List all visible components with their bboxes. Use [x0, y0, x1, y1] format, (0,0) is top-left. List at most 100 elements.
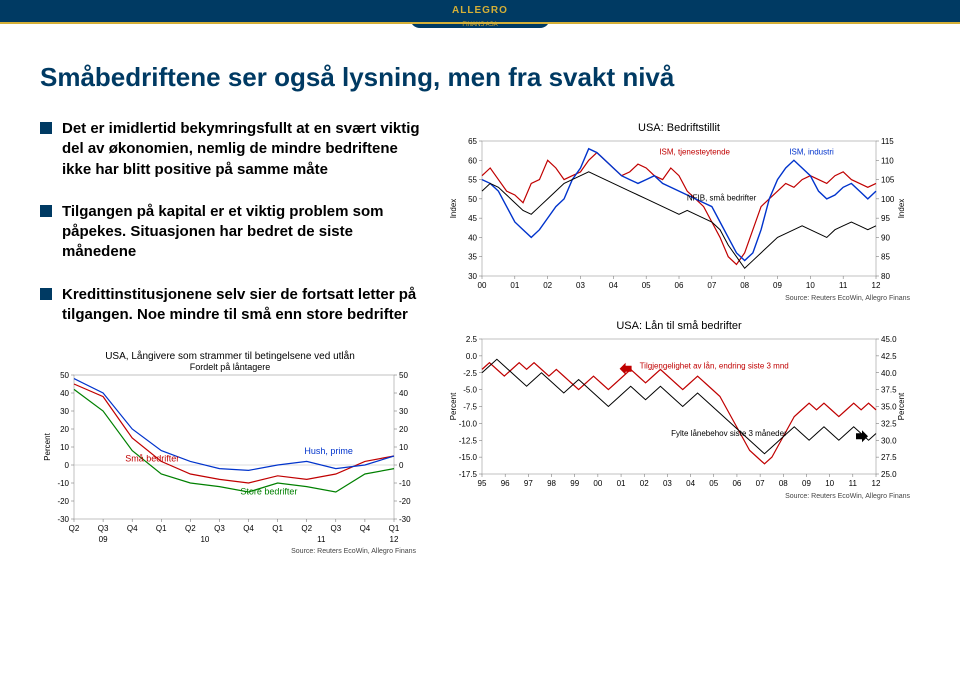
svg-text:50: 50 [468, 195, 477, 204]
svg-text:115: 115 [881, 137, 894, 146]
topbar: ALLEGRO FINANS ASA [0, 0, 960, 22]
svg-text:10: 10 [200, 535, 209, 544]
svg-text:45.0: 45.0 [881, 335, 897, 344]
svg-text:Tilgjengelighet av lån, endrin: Tilgjengelighet av lån, endring siste 3 … [640, 362, 789, 371]
svg-text:20: 20 [60, 425, 69, 434]
svg-text:Q4: Q4 [360, 524, 371, 533]
chart-b: USA: Lån til små bedrifter-17.5-15.0-12.… [444, 317, 914, 502]
svg-text:110: 110 [881, 156, 894, 165]
content-area: Småbedriftene ser også lysning, men fra … [0, 56, 960, 679]
svg-text:01: 01 [510, 281, 519, 290]
svg-text:85: 85 [881, 253, 890, 262]
svg-text:00: 00 [593, 479, 602, 488]
bullet-item: Det er imidlertid bekymringsfullt at en … [40, 119, 420, 180]
svg-text:12: 12 [872, 479, 881, 488]
svg-text:Percent: Percent [43, 432, 52, 460]
svg-text:-10.0: -10.0 [459, 419, 478, 428]
svg-text:25.0: 25.0 [881, 470, 897, 479]
bullet-item: Tilgangen på kapital er et viktig proble… [40, 202, 420, 263]
bullet-box-icon [40, 288, 52, 300]
logo-text: ALLEGRO [452, 5, 508, 16]
svg-text:-7.5: -7.5 [463, 403, 477, 412]
svg-text:2.5: 2.5 [466, 335, 478, 344]
svg-text:65: 65 [468, 137, 477, 146]
svg-text:-15.0: -15.0 [459, 453, 478, 462]
svg-text:50: 50 [60, 371, 69, 380]
slide: ALLEGRO FINANS ASA Småbedriftene ser ogs… [0, 0, 960, 679]
bullet-item: Kredittinstitusjonene selv sier de forts… [40, 285, 420, 326]
svg-text:Q3: Q3 [330, 524, 341, 533]
svg-text:30: 30 [399, 407, 408, 416]
right-column: USA: Bedriftstillit303540455055606580859… [444, 119, 920, 562]
svg-text:ISM, tjenesteytende: ISM, tjenesteytende [659, 148, 730, 157]
svg-text:USA, Långivere som strammer ti: USA, Långivere som strammer til betingel… [105, 350, 355, 362]
bullet-text: Det er imidlertid bekymringsfullt at en … [62, 120, 420, 178]
svg-text:Store bedrifter: Store bedrifter [240, 487, 297, 497]
svg-text:40: 40 [399, 389, 408, 398]
svg-text:Q1: Q1 [156, 524, 167, 533]
svg-text:07: 07 [707, 281, 716, 290]
svg-text:12: 12 [872, 281, 881, 290]
svg-text:42.5: 42.5 [881, 352, 897, 361]
svg-text:Q2: Q2 [185, 524, 196, 533]
svg-text:Hush, prime: Hush, prime [304, 446, 353, 456]
svg-text:0: 0 [65, 461, 70, 470]
svg-text:Q2: Q2 [301, 524, 312, 533]
page-title: Småbedriftene ser også lysning, men fra … [40, 62, 920, 93]
svg-text:-10: -10 [57, 479, 69, 488]
chart-a-wrap: USA: Bedriftstillit303540455055606580859… [444, 119, 920, 309]
svg-text:105: 105 [881, 176, 895, 185]
svg-text:10: 10 [806, 281, 815, 290]
svg-text:Percent: Percent [897, 392, 906, 420]
svg-text:ISM, industri: ISM, industri [789, 148, 834, 157]
svg-text:NFIB, små bedrifter: NFIB, små bedrifter [687, 193, 757, 202]
svg-text:02: 02 [640, 479, 649, 488]
svg-text:12: 12 [390, 535, 399, 544]
chart-b-wrap: USA: Lån til små bedrifter-17.5-15.0-12.… [444, 317, 920, 507]
svg-text:10: 10 [825, 479, 834, 488]
svg-text:01: 01 [617, 479, 626, 488]
chart-c-wrap: USA, Långivere som strammer til betingel… [40, 347, 420, 562]
svg-text:07: 07 [756, 479, 765, 488]
svg-text:35: 35 [468, 253, 477, 262]
svg-text:11: 11 [317, 535, 326, 544]
left-column: Det er imidlertid bekymringsfullt at en … [40, 119, 420, 562]
svg-text:00: 00 [478, 281, 487, 290]
bullet-list: Det er imidlertid bekymringsfullt at en … [40, 119, 420, 325]
svg-text:Source: Reuters EcoWin, Allegr: Source: Reuters EcoWin, Allegro Finans [785, 295, 910, 302]
svg-text:30: 30 [60, 407, 69, 416]
svg-text:Q4: Q4 [127, 524, 138, 533]
svg-text:Source: Reuters EcoWin, Allegr: Source: Reuters EcoWin, Allegro Finans [291, 548, 416, 555]
bullet-text: Tilgangen på kapital er et viktig proble… [62, 203, 383, 261]
svg-text:45: 45 [468, 214, 477, 223]
svg-text:40: 40 [60, 389, 69, 398]
svg-text:Percent: Percent [449, 392, 458, 420]
svg-text:09: 09 [773, 281, 782, 290]
svg-text:20: 20 [399, 425, 408, 434]
svg-text:06: 06 [732, 479, 741, 488]
svg-text:Q1: Q1 [272, 524, 283, 533]
svg-text:35.0: 35.0 [881, 403, 897, 412]
svg-text:09: 09 [802, 479, 811, 488]
bullet-box-icon [40, 205, 52, 217]
chart-a: USA: Bedriftstillit303540455055606580859… [444, 119, 914, 304]
bullet-box-icon [40, 122, 52, 134]
svg-text:03: 03 [663, 479, 672, 488]
svg-text:0.0: 0.0 [466, 352, 478, 361]
svg-text:99: 99 [570, 479, 579, 488]
svg-text:03: 03 [576, 281, 585, 290]
svg-text:37.5: 37.5 [881, 386, 897, 395]
svg-text:40.0: 40.0 [881, 369, 897, 378]
svg-text:09: 09 [99, 535, 108, 544]
svg-text:10: 10 [60, 443, 69, 452]
svg-text:Q2: Q2 [69, 524, 80, 533]
svg-text:32.5: 32.5 [881, 419, 897, 428]
svg-text:08: 08 [740, 281, 749, 290]
chart-c: USA, Långivere som strammer til betingel… [40, 347, 420, 557]
svg-text:04: 04 [609, 281, 618, 290]
svg-text:27.5: 27.5 [881, 453, 897, 462]
svg-text:Source: Reuters EcoWin, Allegr: Source: Reuters EcoWin, Allegro Finans [785, 493, 910, 500]
svg-text:90: 90 [881, 233, 890, 242]
svg-text:100: 100 [881, 195, 895, 204]
svg-text:-30: -30 [57, 515, 69, 524]
